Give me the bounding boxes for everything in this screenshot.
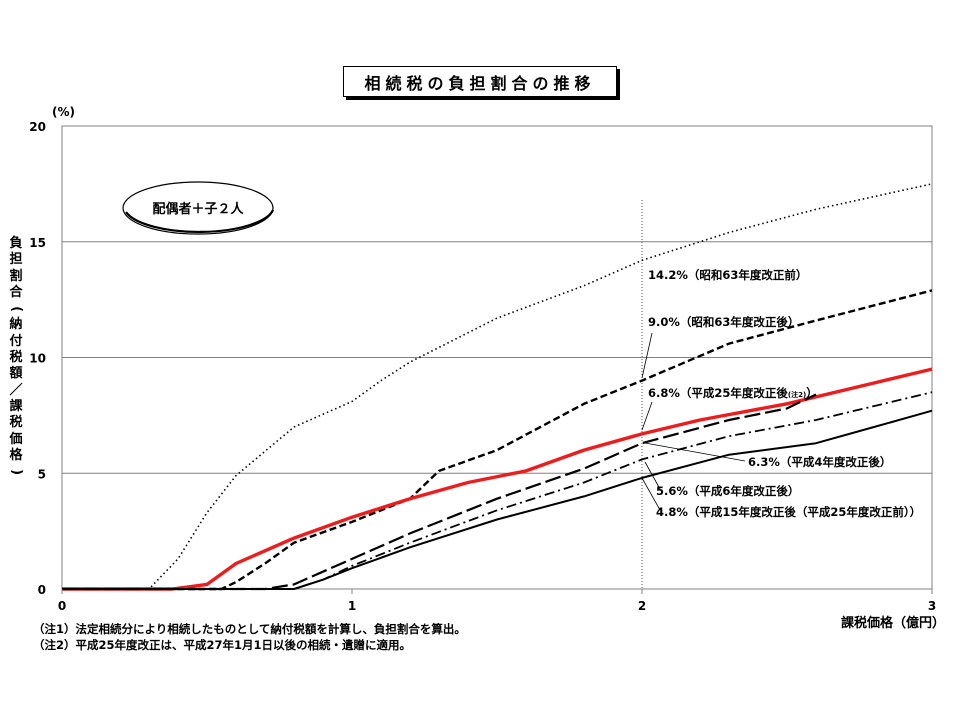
y-axis-label-char: ) (9, 469, 25, 476)
y-axis-label: 負担割合(納付税額／課税価格) (6, 236, 26, 480)
y-axis-label-char: 額 (9, 366, 23, 382)
y-axis-label-char: 合 (9, 284, 23, 300)
series-line-1 (62, 289, 933, 591)
leader-line (641, 401, 653, 431)
note-1: （注1）法定相続分により相続したものとして納付税額を計算し、負担割合を算出。 (33, 622, 466, 636)
series-line-5 (62, 409, 933, 590)
series-label-4: 5.6%（平成6年度改正後） (656, 484, 799, 498)
series-label-text: 9.0%（昭和63年度改正後） (648, 315, 799, 329)
series-line-0 (62, 183, 933, 590)
series-line-2 (62, 367, 933, 591)
y-tick-label: 15 (29, 236, 46, 250)
y-axis-label-char: 格 (9, 447, 23, 463)
family-label: 配偶者＋子２人 (152, 201, 244, 217)
leader-line (644, 461, 661, 490)
series-label-note: (注2) (788, 390, 806, 399)
y-tick-label: 10 (29, 352, 46, 366)
y-axis-label-char: 付 (9, 333, 23, 349)
y-axis-label-char: 担 (9, 252, 23, 268)
series-label-5: 4.8%（平成15年度改正後（平成25年度改正前）） (656, 505, 921, 519)
series-label-2: 6.8%（平成25年度改正後(注2)） (648, 386, 818, 400)
leader-line (641, 477, 661, 511)
family-callout: 配偶者＋子２人 (122, 181, 274, 235)
y-axis-label-char: 課 (9, 398, 23, 414)
y-unit-label: (%) (52, 105, 75, 119)
series-label-0: 14.2%（昭和63年度改正前） (648, 268, 807, 282)
note-2: （注2）平成25年度改正は、平成27年1月1日以後の相続・遺贈に適用。 (33, 638, 412, 652)
series-label-1: 9.0%（昭和63年度改正後） (648, 315, 799, 329)
y-axis-label-char: 納 (9, 317, 23, 333)
y-axis-label-char: 割 (9, 268, 23, 284)
series-label-text: 4.8%（平成15年度改正後（平成25年度改正前）） (656, 505, 921, 519)
leader-line (644, 442, 746, 462)
y-tick-label: 20 (29, 120, 46, 134)
series-line-3 (62, 393, 817, 591)
x-axis-ticks: 0 1 2 3 (58, 589, 936, 613)
series-label-text: 14.2%（昭和63年度改正前） (648, 268, 807, 282)
y-tick-label: 5 (38, 467, 46, 481)
y-axis-ticks: 0 5 10 15 20 (29, 120, 46, 597)
series-line-4 (62, 391, 933, 590)
gridlines (62, 241, 932, 474)
series-labels: 14.2%（昭和63年度改正前） 9.0%（昭和63年度改正後） 6.8%（平成25… (648, 268, 921, 519)
y-axis-label-char: 税 (9, 350, 23, 366)
x-tick-label: 0 (58, 599, 66, 613)
series-label-3: 6.3%（平成4年度改正後） (748, 455, 891, 469)
x-tick-label: 2 (638, 599, 646, 613)
x-axis-label: 課税価格（億円） (841, 615, 945, 631)
series-label-close: ） (806, 386, 818, 400)
y-tick-label: 0 (38, 583, 46, 597)
label-leader-lines (641, 332, 746, 511)
y-axis-label-char: 負 (9, 236, 23, 251)
series-lines (62, 183, 933, 591)
series-label-text: 6.3%（平成4年度改正後） (748, 455, 891, 469)
leader-line (641, 332, 653, 379)
y-axis-label-char: 税 (9, 415, 23, 431)
y-axis-label-char: ( (9, 306, 25, 313)
series-label-text: 5.6%（平成6年度改正後） (656, 484, 799, 498)
series-label-text: 6.8%（平成25年度改正後 (648, 386, 788, 400)
x-tick-label: 1 (348, 599, 356, 613)
x-tick-label: 3 (928, 599, 936, 613)
y-axis-label-char: ／ (9, 382, 23, 398)
y-axis-label-char: 価 (9, 431, 23, 447)
page-title: 相続税の負担割合の推移 (343, 66, 617, 97)
